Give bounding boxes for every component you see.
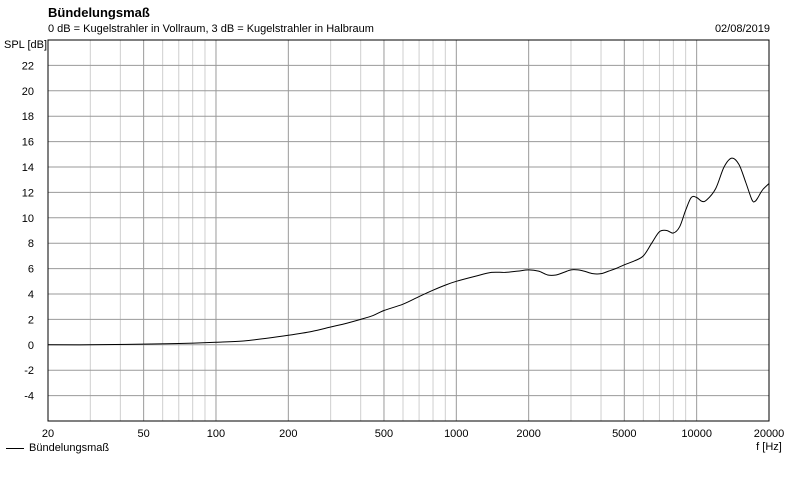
x-tick-label: 20 [42, 428, 54, 440]
grid-major [47, 40, 770, 421]
y-tick-label: 20 [22, 86, 34, 98]
legend-label: Bündelungsmaß [29, 442, 110, 454]
y-tick-label: 16 [22, 137, 34, 149]
y-tick-label: 8 [28, 238, 34, 250]
y-tick-label: 0 [28, 340, 34, 352]
x-tick-label: 50 [138, 428, 150, 440]
y-tick-label: 14 [22, 162, 34, 174]
x-axis-label: f [Hz] [756, 441, 782, 453]
x-tick-label: 5000 [612, 428, 636, 440]
x-tick-label: 1000 [444, 428, 468, 440]
y-tick-label: 10 [22, 213, 34, 225]
y-tick-label: 4 [28, 289, 34, 301]
series-layer [47, 157, 770, 346]
y-tick-label: 18 [22, 111, 34, 123]
chart-date: 02/08/2019 [714, 23, 770, 35]
legend: Bündelungsmaß [6, 442, 109, 454]
y-tick-label: -4 [24, 391, 34, 403]
x-tick-label: 2000 [516, 428, 540, 440]
x-tick-labels: 20 50 100 200 500 1000 2000 5000 10000 20000 [42, 428, 784, 440]
y-tick-label: 12 [22, 187, 34, 199]
series-line [47, 157, 770, 346]
legend-swatch [6, 447, 24, 449]
chart-subtitle: 0 dB = Kugelstrahler in Vollraum, 3 dB =… [48, 23, 374, 35]
y-tick-label: 6 [28, 264, 34, 276]
y-axis-label: SPL [dB] [4, 39, 47, 51]
y-tick-label: -2 [24, 365, 34, 377]
x-tick-label: 10000 [681, 428, 712, 440]
x-tick-label: 200 [279, 428, 297, 440]
y-tick-labels: -4 -2 0 2 4 6 8 10 12 14 16 18 20 22 [22, 60, 34, 402]
y-tick-label: 22 [22, 60, 34, 72]
x-tick-label: 100 [207, 428, 225, 440]
plot-frame [47, 39, 770, 422]
x-tick-label: 500 [375, 428, 393, 440]
grid-minor [89, 40, 687, 421]
chart-title: Bündelungsmaß [48, 5, 150, 20]
x-tick-label: 20000 [754, 428, 785, 440]
y-tick-label: 2 [28, 314, 34, 326]
